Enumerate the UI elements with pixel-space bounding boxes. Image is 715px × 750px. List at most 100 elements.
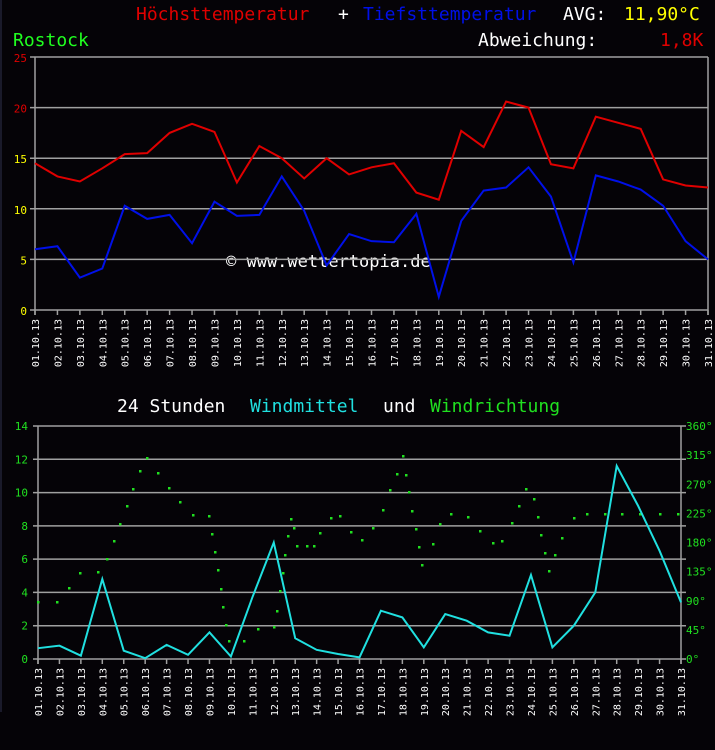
y-tick-label: 10 bbox=[15, 487, 28, 500]
wind-title-windmittel: Windmittel bbox=[250, 396, 359, 417]
wind-direction-dot bbox=[389, 489, 392, 492]
x-tick-label: 15.10.13 bbox=[334, 668, 345, 716]
x-tick-label: 27.10.13 bbox=[591, 668, 602, 716]
wind-direction-dot bbox=[290, 518, 293, 521]
y-tick-label: 14 bbox=[15, 420, 29, 433]
wind-speed-line bbox=[37, 462, 682, 660]
wind-direction-dot bbox=[293, 527, 296, 530]
wind-direction-dot bbox=[421, 564, 424, 567]
x-tick-label: 26.10.13 bbox=[570, 668, 581, 716]
wind-direction-dot bbox=[677, 513, 680, 516]
x-tick-label: 19.10.13 bbox=[435, 319, 446, 367]
x-tick-label: 10.10.13 bbox=[227, 668, 238, 716]
wind-direction-dot bbox=[361, 539, 364, 542]
wind-direction-dot bbox=[228, 640, 231, 643]
wind-direction-dot bbox=[132, 488, 135, 491]
wind-direction-dot bbox=[284, 554, 287, 557]
y2-tick-label: 90° bbox=[686, 595, 706, 608]
y-tick-label: 8 bbox=[21, 520, 28, 533]
max-temp-line bbox=[34, 100, 709, 201]
y-tick-label: 0 bbox=[21, 653, 28, 666]
x-tick-label: 03.10.13 bbox=[77, 668, 88, 716]
x-tick-label: 16.10.13 bbox=[368, 319, 379, 367]
wind-direction-dot bbox=[586, 513, 589, 516]
wind-direction-dot bbox=[119, 523, 122, 526]
wind-direction-dot bbox=[492, 542, 495, 545]
wind-direction-dot bbox=[243, 640, 246, 643]
wind-direction-dot bbox=[257, 628, 260, 631]
wind-direction-dot bbox=[192, 514, 195, 517]
x-tick-label: 01.10.13 bbox=[31, 319, 42, 367]
deviation-value: 1,8K bbox=[660, 30, 704, 51]
x-tick-label: 27.10.13 bbox=[614, 319, 625, 367]
x-tick-label: 02.10.13 bbox=[55, 668, 66, 716]
y-tick-label: 25 bbox=[14, 52, 27, 65]
wind-direction-dot bbox=[501, 540, 504, 543]
x-tick-label: 04.10.13 bbox=[98, 319, 109, 367]
wind-direction-dot bbox=[79, 572, 82, 575]
y-tick-label: 0 bbox=[20, 305, 27, 318]
x-tick-label: 08.10.13 bbox=[184, 668, 195, 716]
y2-tick-label: 225° bbox=[686, 507, 713, 520]
wind-direction-dot bbox=[126, 505, 129, 508]
wind-direction-dot bbox=[279, 590, 282, 593]
x-tick-label: 23.10.13 bbox=[525, 319, 536, 367]
wind-direction-dot bbox=[408, 491, 411, 494]
wind-direction-dot bbox=[208, 515, 211, 518]
wind-direction-dot bbox=[217, 569, 220, 572]
x-tick-label: 21.10.13 bbox=[480, 319, 491, 367]
wind-direction-dot bbox=[330, 517, 333, 520]
y2-tick-label: 45° bbox=[686, 624, 706, 637]
wind-direction-dot bbox=[319, 532, 322, 535]
min-temp-line bbox=[34, 165, 709, 301]
y-tick-label: 6 bbox=[21, 553, 28, 566]
wind-direction-dot bbox=[276, 610, 279, 613]
avg-value: 11,90°C bbox=[624, 4, 700, 25]
wind-direction-dot bbox=[540, 534, 543, 537]
wind-title-und: und bbox=[383, 396, 416, 417]
x-tick-label: 06.10.13 bbox=[141, 668, 152, 716]
x-tick-label: 19.10.13 bbox=[420, 668, 431, 716]
x-tick-label: 31.10.13 bbox=[677, 668, 688, 716]
wind-direction-dot bbox=[418, 546, 421, 549]
x-tick-label: 10.10.13 bbox=[233, 319, 244, 367]
wind-direction-dot bbox=[467, 516, 470, 519]
wind-direction-dot bbox=[432, 543, 435, 546]
x-tick-label: 08.10.13 bbox=[188, 319, 199, 367]
title-max-label: Höchsttemperatur bbox=[136, 4, 310, 25]
x-tick-label: 20.10.13 bbox=[441, 668, 452, 716]
wind-direction-dot bbox=[537, 516, 540, 519]
wind-direction-dot bbox=[168, 487, 171, 490]
x-tick-label: 16.10.13 bbox=[356, 668, 367, 716]
x-tick-label: 24.10.13 bbox=[527, 668, 538, 716]
y-tick-label: 10 bbox=[14, 204, 27, 217]
x-tick-label: 26.10.13 bbox=[592, 319, 603, 367]
wind-direction-dot bbox=[146, 457, 149, 460]
deviation-label: Abweichung: bbox=[478, 30, 598, 51]
wind-direction-dot bbox=[554, 554, 557, 557]
x-tick-label: 21.10.13 bbox=[463, 668, 474, 716]
wind-direction-dot bbox=[405, 474, 408, 477]
wind-direction-dot bbox=[548, 570, 551, 573]
wind-direction-dot bbox=[339, 515, 342, 518]
x-tick-label: 11.10.13 bbox=[255, 319, 266, 367]
wind-direction-dot bbox=[439, 523, 442, 526]
wind-direction-dot bbox=[68, 587, 71, 590]
wind-direction-dot bbox=[287, 535, 290, 538]
wind-direction-dot bbox=[639, 513, 642, 516]
wind-direction-dot bbox=[396, 473, 399, 476]
x-tick-label: 29.10.13 bbox=[634, 668, 645, 716]
wind-direction-dot bbox=[479, 530, 482, 533]
x-tick-label: 22.10.13 bbox=[484, 668, 495, 716]
x-tick-label: 31.10.13 bbox=[704, 319, 715, 367]
y-tick-label: 4 bbox=[21, 586, 28, 599]
wind-direction-dot bbox=[273, 626, 276, 629]
wind-direction-dot bbox=[157, 472, 160, 475]
wind-direction-dot bbox=[282, 572, 285, 575]
wind-direction-dot bbox=[296, 545, 299, 548]
y-tick-label: 12 bbox=[15, 453, 28, 466]
x-tick-label: 30.10.13 bbox=[682, 319, 693, 367]
x-tick-label: 18.10.13 bbox=[412, 319, 423, 367]
x-tick-label: 12.10.13 bbox=[270, 668, 281, 716]
wind-direction-dot bbox=[56, 601, 59, 604]
